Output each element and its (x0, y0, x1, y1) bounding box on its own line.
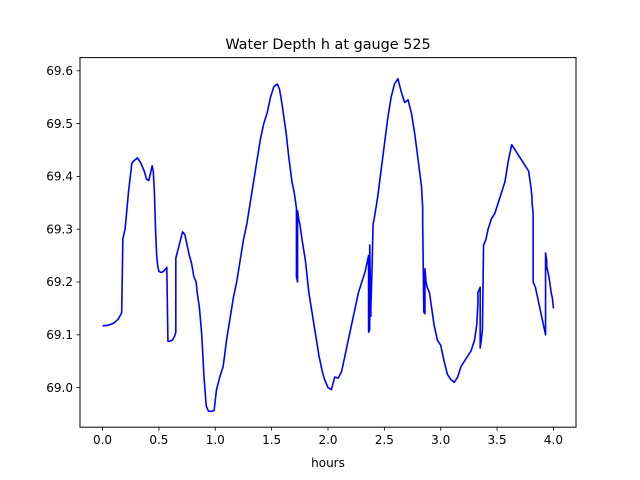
x-tick-label: 2.0 (318, 433, 337, 447)
y-tick-label: 69.2 (46, 275, 73, 289)
y-tick-label: 69.1 (46, 328, 73, 342)
y-tick-label: 69.3 (46, 222, 73, 236)
y-tick-label: 69.4 (46, 170, 73, 184)
plot-area (80, 57, 576, 428)
y-tick-label: 69.0 (46, 381, 73, 395)
x-tick-label: 1.0 (206, 433, 225, 447)
chart-title: Water Depth h at gauge 525 (225, 37, 430, 53)
x-tick-label: 3.0 (431, 433, 450, 447)
x-tick-label: 4.0 (544, 433, 563, 447)
x-tick-label: 2.5 (375, 433, 394, 447)
y-axis-ticks: 69.0 69.1 69.2 69.3 69.4 69.5 69.6 (46, 64, 80, 395)
y-tick-label: 69.6 (46, 64, 73, 78)
x-axis-label: hours (311, 456, 345, 470)
x-axis-ticks: 0.0 0.5 1.0 1.5 2.0 2.5 3.0 3.5 4.0 (93, 427, 563, 447)
series-group (102, 77, 555, 413)
plot-frame (79, 57, 577, 428)
x-tick-label: 0.0 (93, 433, 112, 447)
x-tick-label: 3.5 (488, 433, 507, 447)
series-line (102, 77, 555, 413)
x-tick-label: 1.5 (262, 433, 281, 447)
y-tick-label: 69.5 (46, 117, 73, 131)
x-tick-label: 0.5 (149, 433, 168, 447)
